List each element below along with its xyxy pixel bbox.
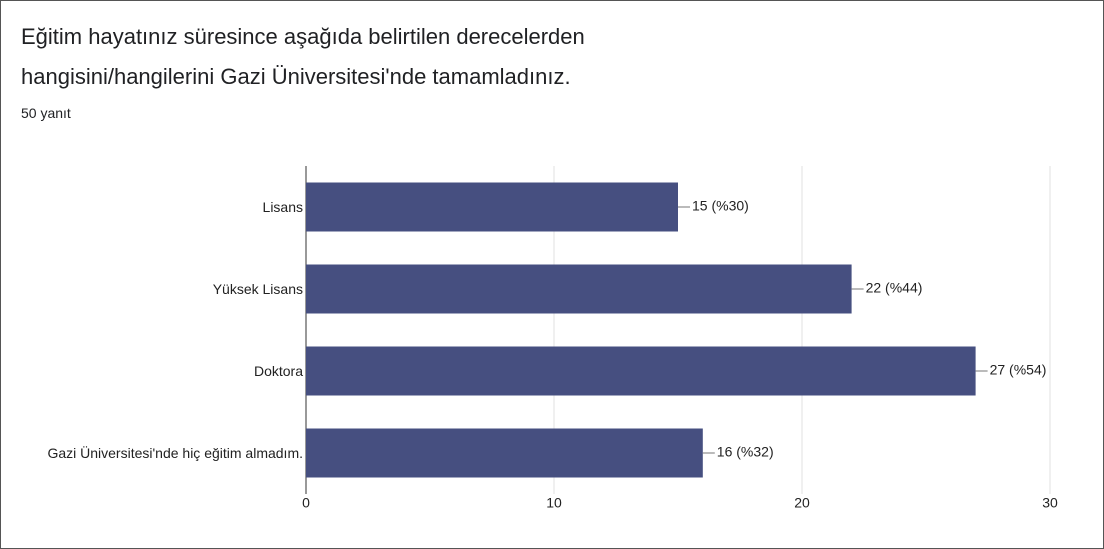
y-tick-label: Lisans xyxy=(262,198,303,215)
x-tick-label: 10 xyxy=(546,495,562,511)
x-tick-label: 0 xyxy=(302,495,310,511)
value-label: 15 (%30) xyxy=(692,198,749,214)
value-label: 16 (%32) xyxy=(717,444,774,460)
y-tick-label: Yüksek Lisans xyxy=(212,280,303,297)
x-tick-label: 30 xyxy=(1042,495,1058,511)
y-tick-label: Gazi Üniversitesi'nde hiç eğitim almadım… xyxy=(47,444,303,461)
bar xyxy=(306,428,703,478)
bar xyxy=(306,346,976,396)
response-count: 50 yanıt xyxy=(21,105,71,121)
value-label: 22 (%44) xyxy=(866,280,923,296)
x-tick-label: 20 xyxy=(794,495,810,511)
bar xyxy=(306,264,852,314)
chart-title: Eğitim hayatınız süresince aşağıda belir… xyxy=(21,24,585,89)
bar xyxy=(306,182,678,232)
y-tick-label: Doktora xyxy=(253,362,303,379)
value-label: 27 (%54) xyxy=(990,362,1047,378)
